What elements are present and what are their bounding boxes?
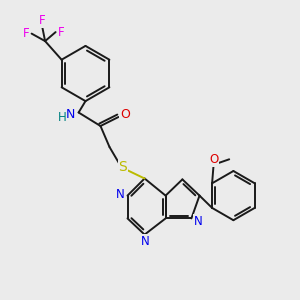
Text: F: F [58, 26, 64, 39]
Text: N: N [194, 215, 202, 228]
Text: S: S [118, 160, 127, 174]
Text: H: H [58, 111, 67, 124]
Text: N: N [141, 235, 150, 248]
Text: N: N [116, 188, 125, 201]
Text: N: N [65, 107, 75, 121]
Text: F: F [39, 14, 45, 27]
Text: O: O [120, 107, 130, 121]
Text: F: F [23, 27, 29, 40]
Text: O: O [209, 153, 218, 166]
